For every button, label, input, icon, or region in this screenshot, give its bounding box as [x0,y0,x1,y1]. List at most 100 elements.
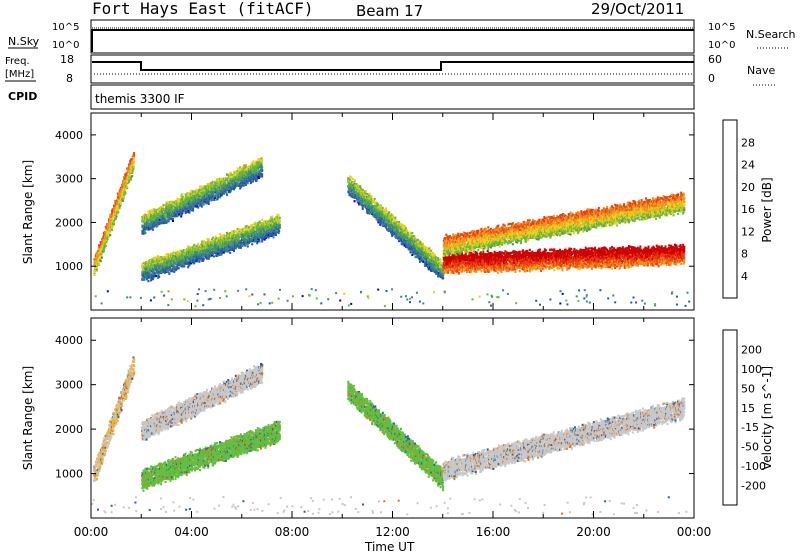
echo-cell [394,217,396,219]
echo-cell [374,198,376,200]
beam-title: Beam 17 [356,2,423,20]
echo-cell [229,252,231,254]
echo-cell [209,239,211,241]
echo-cell [133,158,135,160]
echo-cell [261,173,263,175]
echo-cell [117,211,119,213]
echo-cell [190,190,192,192]
echo-cell [122,198,124,200]
echo-cell [245,164,247,166]
echo-cell [96,269,98,271]
echo-cell [261,166,263,168]
echo-cell [161,222,163,224]
echo-cell [173,251,175,253]
echo-cell [382,207,384,209]
echo-cell [273,236,275,238]
echo-cell [352,178,354,180]
echo-cell [153,257,155,259]
echo-cell [131,172,133,174]
cpid-row: CPID themis 3300 IF [8,85,694,109]
echo-cell [147,266,149,268]
echo-cell [212,244,214,246]
echo-cell [219,233,221,235]
echo-cell [101,257,103,259]
echo-cell [197,206,199,208]
echo-cell [385,208,387,210]
cpid-value: themis 3300 IF [95,92,185,106]
echo-cell [214,199,216,201]
echo-cell [247,182,249,184]
echo-cell [201,186,203,188]
echo-cell [213,238,215,240]
echo-cell [181,193,183,195]
echo-cell [120,203,122,205]
echo-cell [208,258,210,260]
echo-cell [225,192,227,194]
echo-cell [131,175,133,177]
echo-cell [366,193,368,195]
echo-cell [111,229,113,231]
echo-cell [251,224,253,226]
echo-cell [275,234,277,236]
echo-cell [369,193,371,195]
echo-cell [188,212,190,214]
echo-cell [261,240,263,242]
echo-cell [213,255,215,257]
echo-cell [130,178,132,180]
echo-cell [133,161,135,163]
echo-cell [388,211,390,213]
echo-cell [203,203,205,205]
echo-cell [247,245,249,247]
echo-cell [371,198,373,200]
echo-cell [279,226,281,228]
echo-cell [158,276,160,278]
echo-cell [350,193,352,195]
echo-cell [252,160,254,162]
echo-cell [261,159,263,161]
echo-cell [116,214,118,216]
echo-cell [217,178,219,180]
echo-cell [231,230,233,232]
echo-cell [226,194,228,196]
date-title: 29/Oct/2011 [591,0,684,18]
echo-cell [94,274,96,276]
nsky-tick-top: 10^5 [52,22,79,33]
echo-cell [144,214,146,216]
echo-cell [109,234,111,236]
echo-cell [201,205,203,207]
echo-cell [172,218,174,220]
echo-cell [371,195,373,197]
nsky-line [92,30,694,52]
echo-cell [141,263,143,265]
echo-cell [155,275,157,277]
echo-cell [192,209,194,211]
echo-cell [359,185,361,187]
echo-cell [107,238,109,240]
echo-cell [163,204,165,206]
freq-line [92,62,694,70]
echo-cell [115,217,117,219]
echo-cell [259,221,261,223]
echo-cell [180,215,182,217]
echo-cell [193,244,195,246]
echo-cell [268,236,270,238]
echo-cell [178,251,180,253]
echo-cell [152,229,154,231]
echo-cell [172,220,174,222]
echo-cell [119,207,121,209]
echo-cell [185,194,187,196]
echo-cell [158,256,160,258]
echo-cell [365,190,367,192]
echo-cell [259,240,261,242]
echo-cell [279,220,281,222]
echo-cell [254,240,256,242]
station-title: Fort Hays East (fitACF) [92,0,314,18]
echo-cell [208,203,210,205]
echo-cell [250,180,252,182]
echo-cell [197,243,199,245]
echo-cell [203,258,205,260]
echo-cell [394,219,396,221]
echo-cell [202,255,204,257]
echo-cell [261,219,263,221]
power-echoes [94,152,691,307]
